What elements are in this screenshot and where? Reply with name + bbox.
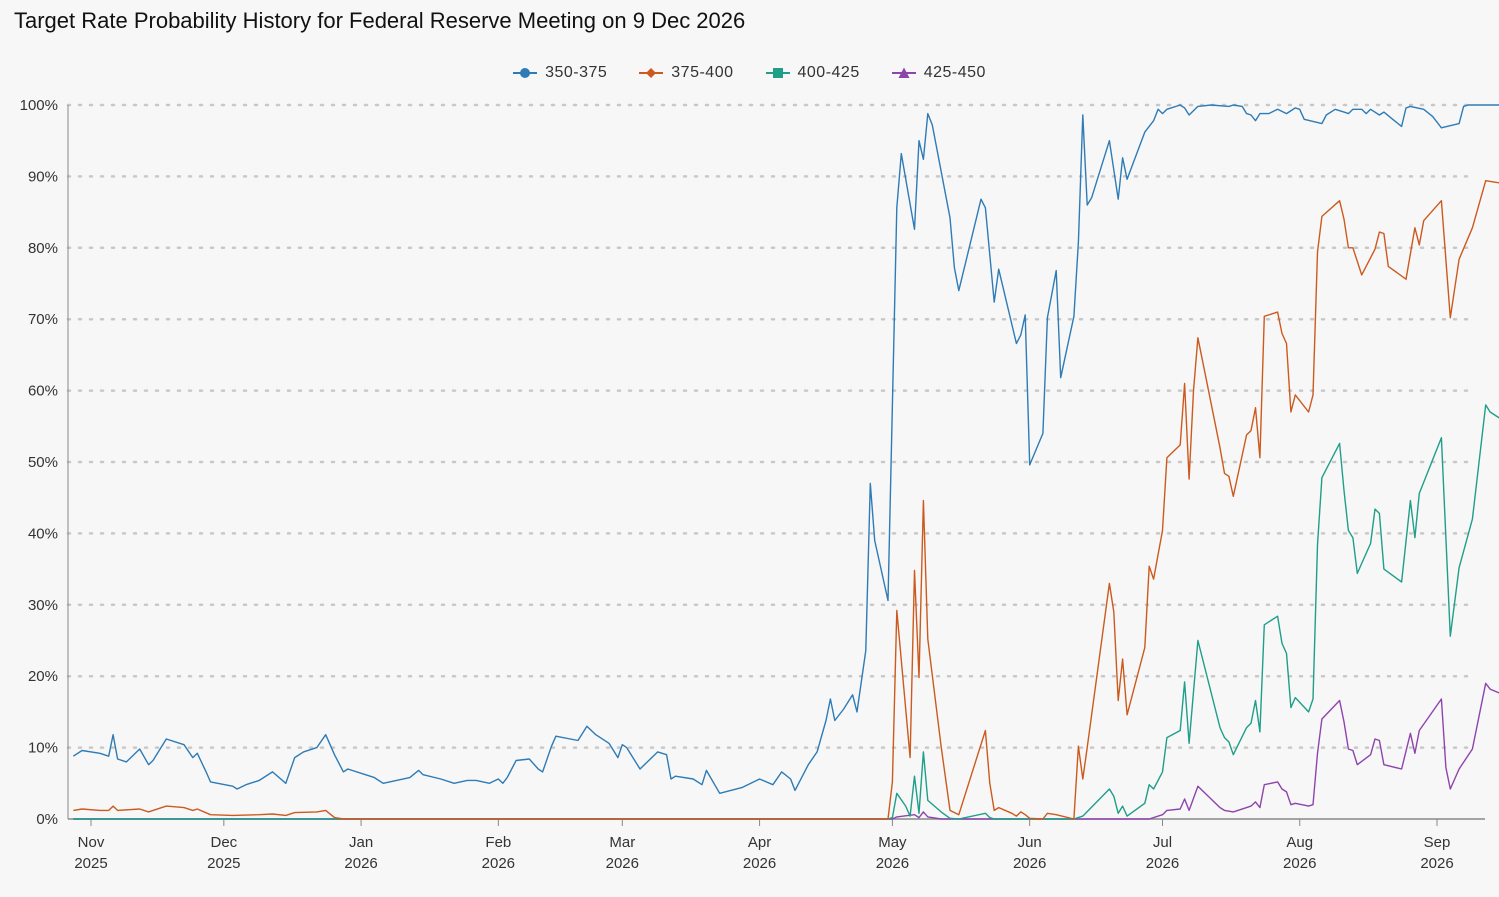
x-tick-month: May [878, 834, 907, 851]
x-tick-year: 2026 [482, 855, 515, 872]
legend-item-350-375[interactable]: 350-375 [513, 64, 607, 82]
y-tick-label: 80% [28, 240, 58, 257]
x-tick-month: Sep [1424, 834, 1451, 851]
x-tick-year: 2026 [344, 855, 377, 872]
x-tick-year: 2026 [1146, 855, 1179, 872]
y-tick-label: 90% [28, 168, 58, 185]
series-line-425-450 [73, 682, 1499, 820]
series-line-350-375 [72, 104, 1499, 794]
x-tick-month: Jul [1153, 834, 1172, 851]
legend-label: 400-425 [797, 64, 860, 81]
legend-label: 375-400 [671, 64, 734, 81]
x-tick-year: 2026 [1283, 855, 1316, 872]
x-tick-year: 2026 [743, 855, 776, 872]
y-tick-label: 70% [28, 311, 58, 328]
legend-label: 350-375 [545, 64, 608, 81]
x-tick-month: Feb [485, 834, 511, 851]
triangle-marker-icon [891, 66, 916, 80]
legend-item-425-450[interactable]: 425-450 [891, 64, 986, 82]
x-tick-month: Apr [748, 834, 771, 851]
y-tick-label: 10% [28, 740, 58, 757]
x-tick-year: 2026 [1013, 855, 1046, 872]
x-tick-year: 2026 [606, 855, 639, 872]
circle-marker-icon [513, 66, 538, 80]
x-tick-year: 2026 [876, 855, 909, 872]
y-tick-label: 40% [28, 525, 58, 542]
x-tick-month: Nov [78, 834, 105, 851]
x-tick-year: 2025 [207, 855, 240, 872]
legend-item-375-400[interactable]: 375-400 [639, 64, 733, 82]
chart-title: Target Rate Probability History for Fede… [14, 8, 746, 33]
x-tick-year: 2026 [1420, 855, 1453, 872]
y-tick-label: 0% [36, 811, 58, 828]
x-tick-month: Jun [1018, 834, 1042, 851]
square-marker-icon [765, 66, 790, 80]
x-tick-month: Mar [609, 834, 635, 851]
legend-item-400-425[interactable]: 400-425 [765, 64, 860, 82]
y-tick-label: 50% [28, 454, 58, 471]
series-line-400-425 [73, 404, 1499, 820]
x-tick-month: Dec [210, 834, 237, 851]
legend-label: 425-450 [923, 64, 986, 81]
series-line-375-400 [73, 180, 1499, 820]
y-tick-label: 20% [28, 668, 58, 685]
y-tick-label: 30% [28, 597, 58, 614]
legend: 350-375 375-400 400-425 425-450 [0, 64, 1499, 82]
diamond-marker-icon [639, 66, 664, 80]
y-tick-label: 60% [28, 383, 58, 400]
x-tick-year: 2025 [74, 855, 107, 872]
y-tick-label: 100% [20, 97, 58, 114]
x-tick-month: Jan [349, 834, 373, 851]
x-tick-month: Aug [1286, 834, 1313, 851]
